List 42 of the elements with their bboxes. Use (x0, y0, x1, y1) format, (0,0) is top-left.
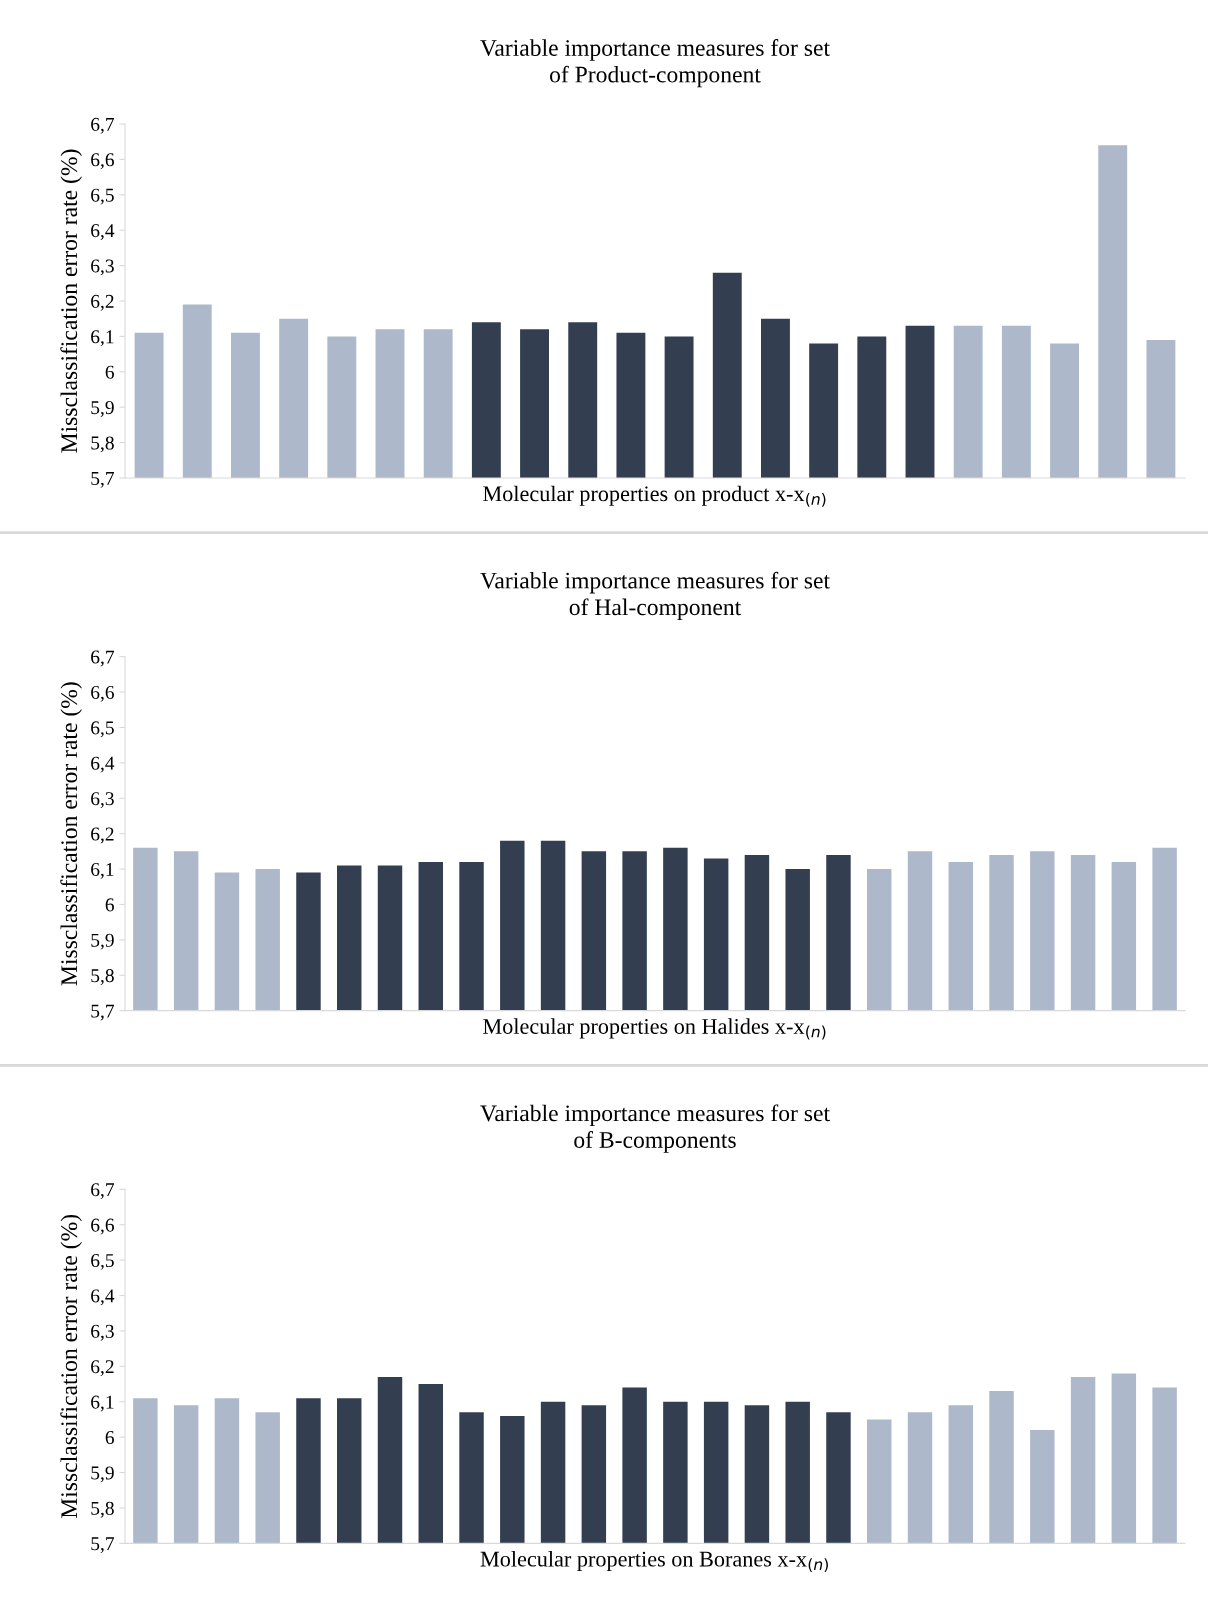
y-tick-label: 6,4 (91, 756, 115, 773)
y-tick-label: 5,9 (91, 933, 114, 950)
y-tick-label: 5,8 (91, 436, 114, 453)
x-axis-title: Molecular properties on Halides x-x$_{(n)}$ (483, 1018, 826, 1040)
y-tick-label: 6,3 (91, 1324, 114, 1341)
y-tick-label: 6,7 (91, 1183, 115, 1200)
y-tick-label: 5,9 (91, 1466, 114, 1483)
y-tick-label: 5,8 (91, 969, 114, 985)
y-tick-label: 5,7 (91, 1537, 115, 1554)
y-tick-label: 6,4 (91, 224, 115, 240)
y-tick-label: 6,1 (91, 330, 114, 347)
y-tick-label: 6,5 (91, 721, 114, 738)
y-tick-label: 6,5 (91, 188, 114, 205)
y-tick-label: 6,5 (91, 1254, 114, 1270)
y-tick-label: 6,7 (91, 117, 115, 134)
y-tick-label: 6,1 (91, 862, 114, 879)
y-tick-label: 6,1 (91, 1395, 114, 1412)
chart-title: Variable importance measures for set of Hal-component (480, 571, 830, 621)
y-tick-label: 6,7 (91, 650, 115, 667)
y-tick-label: 6,2 (91, 827, 114, 844)
y-tick-label: 6 (105, 1431, 114, 1445)
y-tick-label: 6,6 (91, 685, 114, 702)
y-tick-label: 6,3 (91, 792, 114, 808)
y-tick-label: 6,6 (91, 1218, 114, 1235)
y-tick-label: 6,3 (91, 259, 114, 276)
x-axis-title: Molecular properties on product x-x$_{(n)}$ (483, 485, 826, 507)
y-tick-label: 6,2 (91, 294, 114, 311)
y-tick-label: 5,7 (91, 1004, 115, 1021)
x-axis-title: Molecular properties on Boranes x-x$_{(n)}$ (480, 1550, 828, 1573)
y-tick-label: 6,2 (91, 1360, 114, 1377)
y-tick-label: 5,7 (91, 472, 115, 488)
y-tick-label: 5,8 (91, 1501, 114, 1518)
y-axis-title: Missclassification error rate (%) (60, 1214, 82, 1519)
y-tick-label: 6 (105, 365, 114, 379)
chart-title: Variable importance measures for set of B-components (480, 1104, 830, 1153)
y-tick-label: 5,9 (91, 401, 114, 417)
chart-title: Variable importance measures for set of Product-component (480, 39, 830, 88)
y-tick-label: 6 (105, 898, 114, 912)
y-axis-title: Missclassification error rate (%) (60, 682, 82, 986)
y-tick-label: 6,6 (91, 153, 114, 170)
y-tick-label: 6,4 (91, 1289, 115, 1306)
y-axis-title: Missclassification error rate (%) (60, 149, 82, 453)
